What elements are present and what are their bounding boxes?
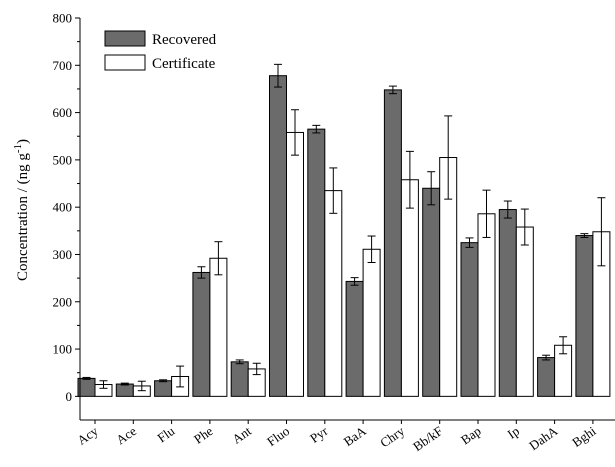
bar-certificate-ip <box>515 226 534 397</box>
y-tick-label: 500 <box>53 152 73 167</box>
x-tick-label: Pyr <box>307 423 331 446</box>
bar-recovered-ant <box>230 361 249 397</box>
x-tick-label: DahA <box>526 423 561 453</box>
axes <box>79 18 615 421</box>
error-bar <box>252 362 261 376</box>
bar-recovered-fluo <box>269 75 287 397</box>
error-bar <box>82 376 91 380</box>
x-tick-label: Flu <box>155 423 178 446</box>
bar-recovered-acy <box>77 377 96 397</box>
y-tick-label: 800 <box>53 11 73 26</box>
legend: Recovered Certificate <box>104 30 217 72</box>
bar-certificate-baa <box>362 248 381 397</box>
error-bar <box>367 235 376 264</box>
error-bar <box>197 266 206 279</box>
y-tick-label: 400 <box>53 200 73 215</box>
error-bar <box>159 379 168 383</box>
y-tick-label: 700 <box>53 58 73 73</box>
x-tick-label: Ip <box>505 423 522 442</box>
legend-label-recovered: Recovered <box>152 32 217 48</box>
error-bar <box>388 85 397 95</box>
error-bar <box>274 63 282 88</box>
legend-swatch-recovered <box>104 30 146 47</box>
legend-label-certificate: Certificate <box>152 56 216 72</box>
y-axis-title-superscript: -1 <box>12 144 24 153</box>
bar-recovered-pyr <box>307 128 326 397</box>
y-tick-label: 200 <box>53 294 73 309</box>
error-bar <box>444 115 453 200</box>
bar-recovered-baa <box>345 280 364 397</box>
error-bar <box>427 171 436 206</box>
error-bar <box>520 208 529 246</box>
x-tick-label: BaA <box>341 423 370 449</box>
error-bar <box>137 380 146 392</box>
bar-recovered-flu <box>154 380 173 397</box>
bar-recovered-bbkf <box>422 187 441 397</box>
x-tick-label: Acy <box>74 423 101 448</box>
y-tick-label: 600 <box>53 105 73 120</box>
bar-recovered-ace <box>115 383 134 397</box>
error-bars <box>82 63 606 392</box>
error-bar <box>312 124 321 134</box>
error-bar <box>120 382 129 386</box>
x-tick-label: Ant <box>229 423 254 447</box>
bar-certificate-bap <box>477 213 496 397</box>
error-bar <box>559 336 568 355</box>
error-bar <box>329 167 338 214</box>
error-bar <box>235 359 244 365</box>
bar-certificate-chry <box>400 179 419 397</box>
error-bar <box>542 354 551 361</box>
bar-recovered-bap <box>460 242 479 397</box>
error-bar <box>465 237 474 248</box>
legend-swatch-certificate <box>104 54 146 71</box>
x-tick-label: Ace <box>113 423 139 447</box>
x-tick-label: Chry <box>377 423 407 450</box>
error-bar <box>597 197 606 267</box>
bar-recovered-bghi <box>575 235 594 397</box>
bar-recovered-ip <box>498 209 517 397</box>
bar-recovered-daha <box>537 357 556 397</box>
error-bar <box>580 233 589 238</box>
error-bar <box>99 380 108 389</box>
error-bar <box>482 189 491 238</box>
x-tick-label: Phe <box>191 423 216 447</box>
error-bar <box>405 150 414 209</box>
bar-certificate-pyr <box>324 190 343 397</box>
x-tick-label: Bb/kF <box>410 423 445 454</box>
bar-certificate-fluo <box>286 131 304 397</box>
x-axis-labels: Acy Ace Flu Phe Ant Fluo Pyr BaA Chry Bb/kF Bap Ip D… <box>74 420 599 454</box>
y-axis-ticks: 0 100 200 300 400 500 600 700 800 <box>53 11 80 404</box>
y-tick-label: 300 <box>53 247 73 262</box>
bar-recovered-chry <box>383 89 402 397</box>
error-bar <box>176 365 185 388</box>
x-tick-label: Fluo <box>264 423 292 449</box>
x-tick-label: Bghi <box>569 423 599 450</box>
y-tick-label: 100 <box>53 342 73 357</box>
error-bar <box>214 241 223 276</box>
y-axis-title: Concentration / (ng g-1) <box>12 139 31 281</box>
y-tick-label: 0 <box>66 389 73 404</box>
bar-certificate-phe <box>209 257 228 397</box>
error-bar <box>350 277 359 286</box>
error-bar <box>291 109 299 156</box>
bars <box>77 75 611 397</box>
bar-recovered-phe <box>192 271 211 397</box>
x-tick-label: Bap <box>458 423 484 447</box>
error-bar <box>503 200 512 219</box>
